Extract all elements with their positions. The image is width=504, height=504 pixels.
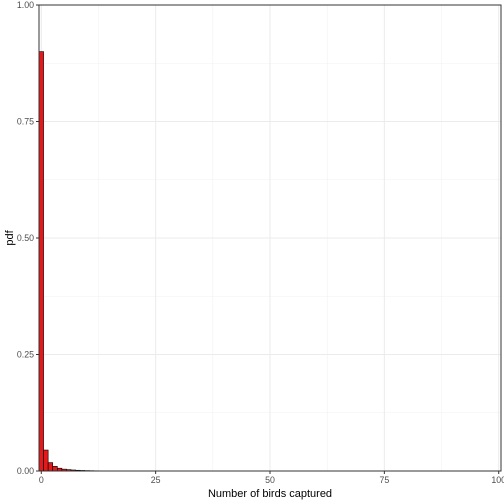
x-tick-label: 100 <box>491 475 504 485</box>
x-axis: 0 25 50 75 100 <box>39 471 504 485</box>
y-tick-label: 0.00 <box>17 466 34 476</box>
x-tick-label: 25 <box>151 475 161 485</box>
x-tick-label: 50 <box>265 475 275 485</box>
y-tick-label: 0.25 <box>17 350 34 360</box>
bar <box>38 51 44 472</box>
y-axis: 0.00 0.25 0.50 0.75 1.00 <box>17 0 39 476</box>
x-tick-label: 0 <box>39 475 44 485</box>
y-axis-title: pdf <box>4 229 16 245</box>
bar <box>43 449 49 472</box>
y-tick-label: 1.00 <box>17 0 34 10</box>
y-tick-label: 0.75 <box>17 117 34 127</box>
bar <box>52 466 58 472</box>
y-tick-label: 0.50 <box>17 233 34 243</box>
bar <box>47 462 54 472</box>
x-tick-label: 75 <box>379 475 389 485</box>
x-axis-title: Number of birds captured <box>208 488 332 500</box>
